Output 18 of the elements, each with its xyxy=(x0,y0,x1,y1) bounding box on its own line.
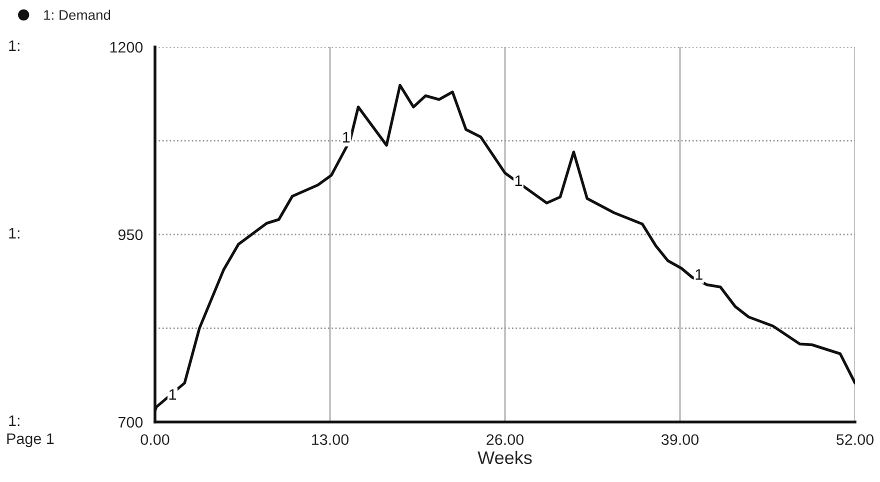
y-tick-label: 950 xyxy=(118,229,143,240)
annotation: 1 xyxy=(343,132,350,142)
text: 1: xyxy=(9,228,20,238)
x-tick-label: 39.00 xyxy=(661,434,699,446)
annotation: 1 xyxy=(515,175,522,186)
legend-label: 1: Demand xyxy=(44,10,110,20)
x-tick-label: 0.00 xyxy=(140,434,170,446)
y-tick-label: 1200 xyxy=(110,42,143,53)
text: 1: xyxy=(9,40,20,51)
x-axis-title: Weeks xyxy=(478,450,532,464)
text: 1: xyxy=(9,415,20,426)
annotation: 1 xyxy=(696,269,702,280)
x-tick-label: 13.00 xyxy=(312,434,349,446)
x-tick-label: 26.00 xyxy=(486,434,524,446)
text: Page 1 xyxy=(7,433,54,448)
annotation: 1 xyxy=(169,389,176,400)
x-tick-label: 52.00 xyxy=(836,434,874,446)
y-tick-label: 700 xyxy=(118,416,143,428)
